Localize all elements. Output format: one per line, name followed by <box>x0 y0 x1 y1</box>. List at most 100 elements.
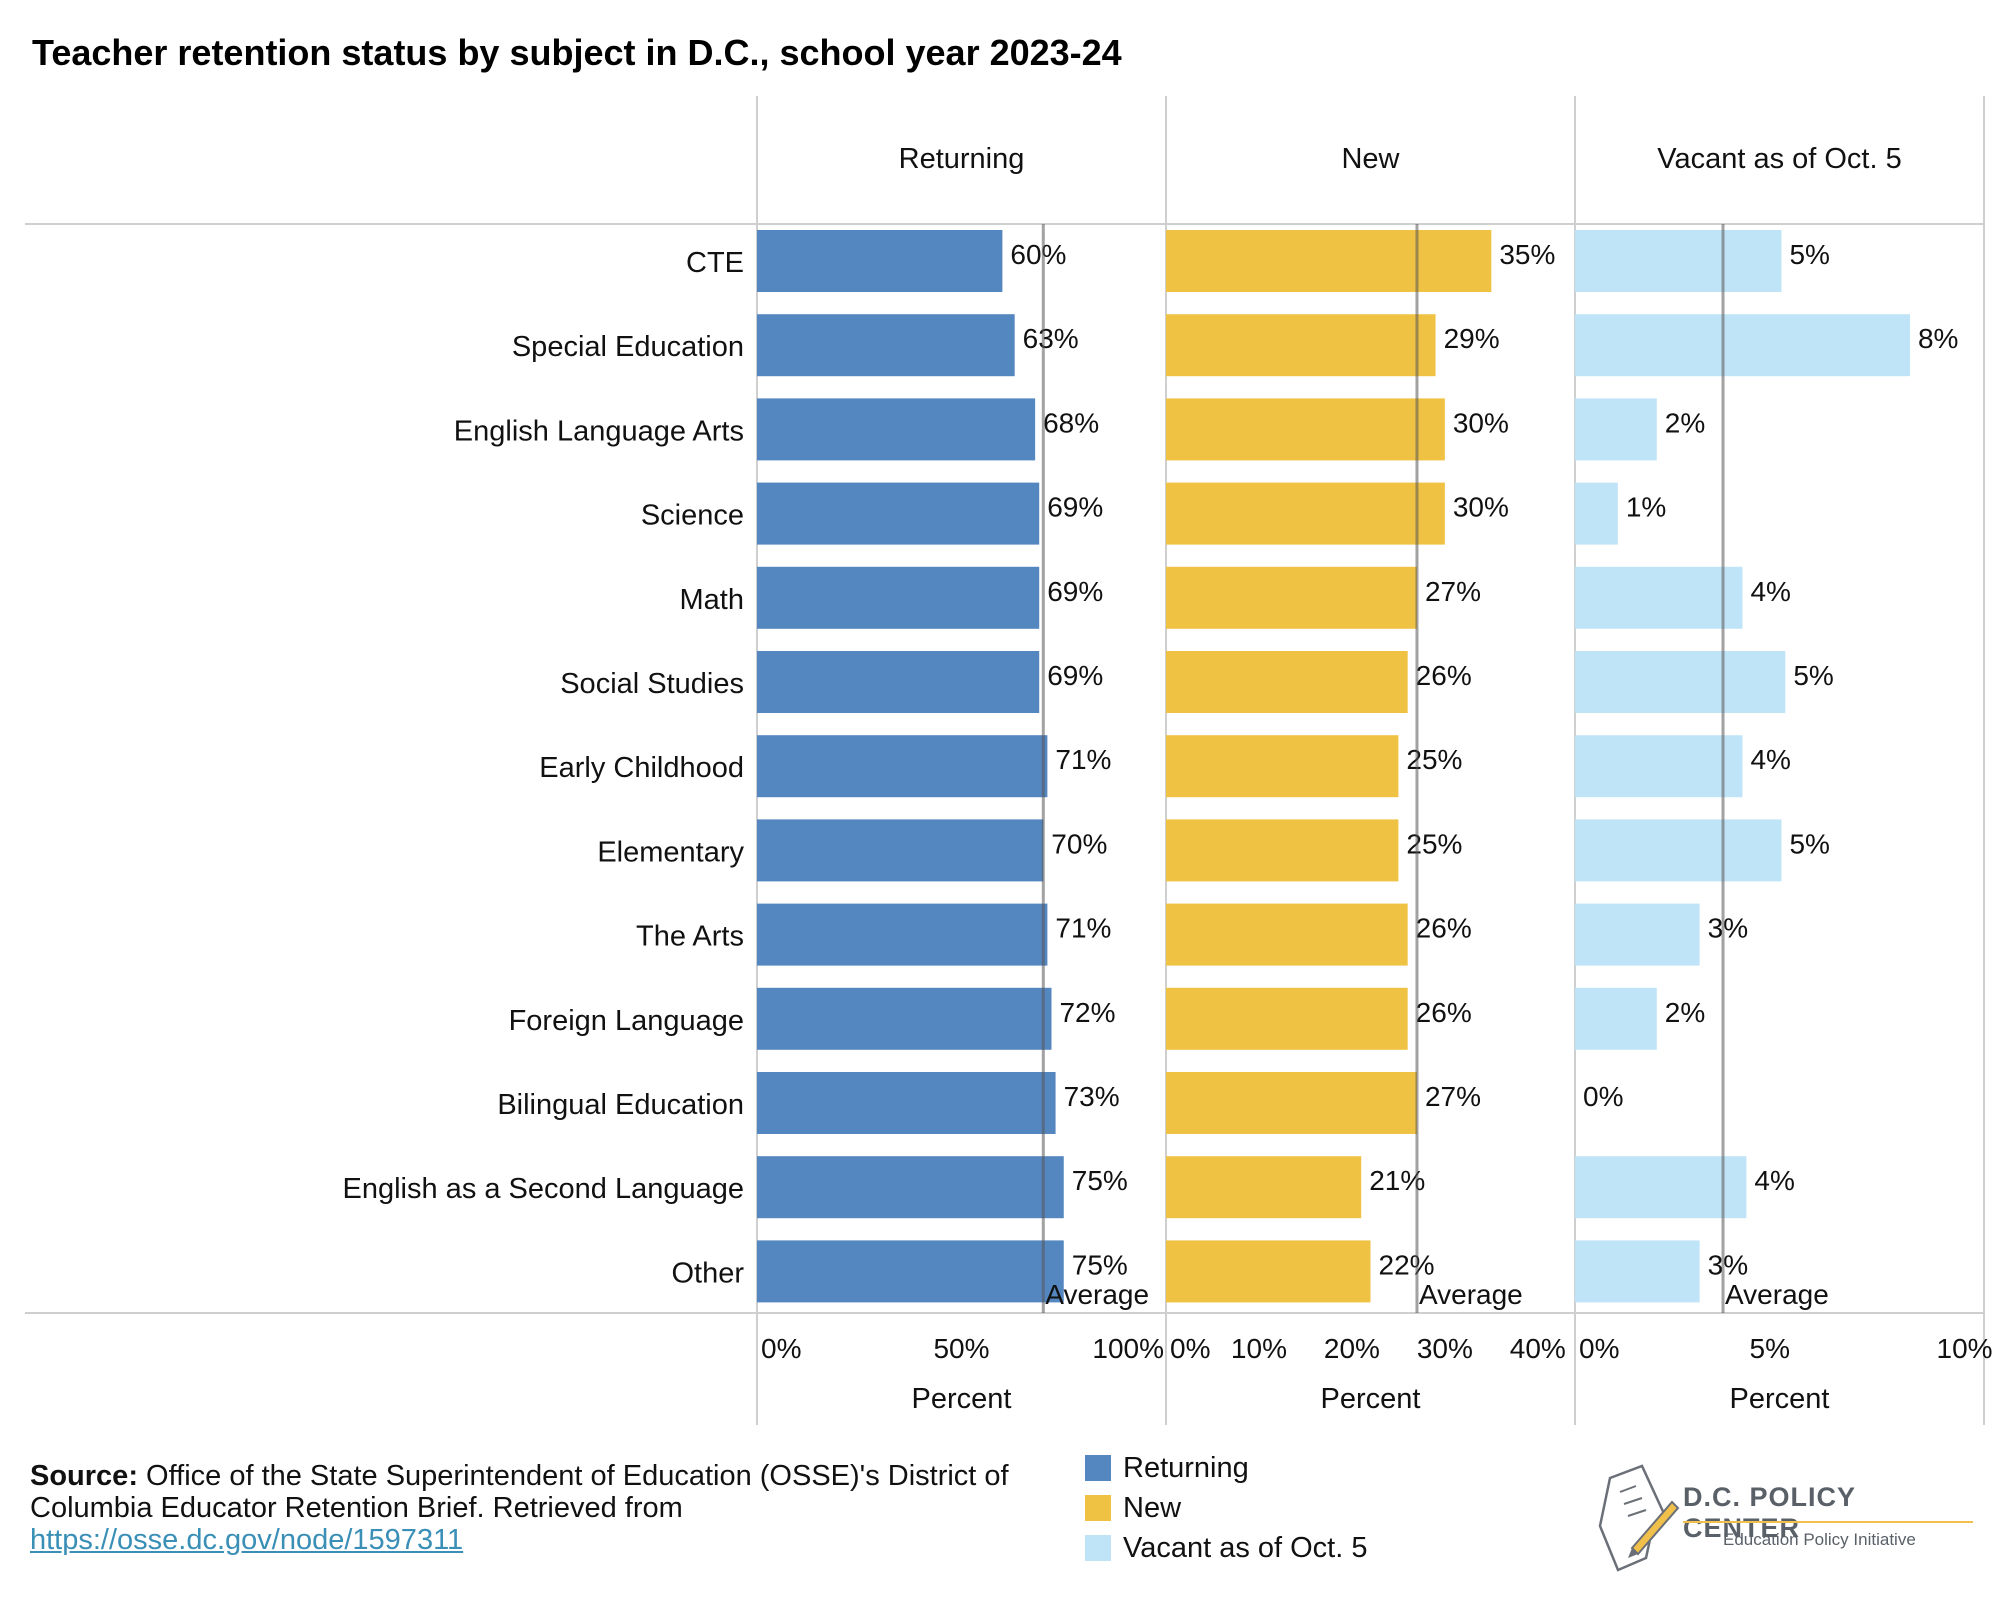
category-labels: CTE Special Education English Language Art… <box>343 247 745 1289</box>
category-label-cte: CTE <box>686 247 744 279</box>
bar-returning-science <box>757 482 1040 545</box>
data-label-returning-bilingual-education: 73% <box>1064 1081 1120 1112</box>
data-label-returning-social-studies: 69% <box>1047 660 1103 691</box>
data-label-returning-english-as-a-second-language: 75% <box>1072 1165 1128 1196</box>
tick-label-new-0: 0% <box>1170 1333 1210 1364</box>
data-label-vacant-as-of-oct-5-social-studies: 5% <box>1793 660 1833 691</box>
legend-label-vacant: Vacant as of Oct. 5 <box>1123 1531 1368 1564</box>
category-label-other: Other <box>671 1257 744 1289</box>
tick-label-returning-1: 50% <box>933 1333 989 1364</box>
data-label-vacant-as-of-oct-5-the-arts: 3% <box>1708 913 1748 944</box>
legend-swatch-new <box>1085 1495 1111 1521</box>
dc-policy-center-logo: D.C. POLICY CENTER Education Policy Init… <box>1580 1458 1980 1578</box>
bar-new-social-studies <box>1166 651 1408 713</box>
data-label-vacant-as-of-oct-5-science: 1% <box>1626 492 1666 523</box>
average-label-vacant-as-of-oct-5: Average <box>1725 1279 1829 1310</box>
bar-vacant-as-of-oct-5-special-education <box>1575 314 1910 377</box>
data-label-vacant-as-of-oct-5-special-education: 8% <box>1918 323 1958 354</box>
logo-subtitle: Education Policy Initiative <box>1723 1530 1916 1549</box>
x-axis-label-vacant-as-of-oct-5: Percent <box>1730 1383 1830 1415</box>
data-label-vacant-as-of-oct-5-bilingual-education: 0% <box>1583 1081 1623 1112</box>
legend-swatch-vacant <box>1085 1535 1111 1561</box>
bar-returning-social-studies <box>757 651 1040 713</box>
legend-item-vacant: Vacant as of Oct. 5 <box>1085 1528 1367 1568</box>
category-label-english-language-arts: English Language Arts <box>454 415 744 447</box>
bar-new-english-language-arts <box>1166 398 1445 461</box>
bar-vacant-as-of-oct-5-foreign-language <box>1575 987 1657 1050</box>
dc-map-pen-icon <box>1598 1464 1680 1572</box>
bar-returning-special-education <box>757 314 1015 377</box>
data-label-new-bilingual-education: 27% <box>1425 1081 1481 1112</box>
x-axis-label-returning: Percent <box>912 1383 1012 1415</box>
data-label-returning-english-language-arts: 68% <box>1043 407 1099 438</box>
bar-returning-elementary <box>757 819 1044 882</box>
legend-label-new: New <box>1123 1491 1182 1524</box>
data-label-returning-other: 75% <box>1072 1249 1128 1280</box>
data-label-returning-special-education: 63% <box>1023 323 1079 354</box>
data-label-returning-foreign-language: 72% <box>1059 997 1115 1028</box>
bar-new-elementary <box>1166 819 1399 882</box>
average-label-new: Average <box>1419 1279 1523 1310</box>
data-label-vacant-as-of-oct-5-elementary: 5% <box>1789 828 1829 859</box>
category-label-science: Science <box>641 500 744 532</box>
legend-label-returning: Returning <box>1123 1451 1249 1484</box>
legend-item-new: New <box>1085 1488 1367 1528</box>
source-link[interactable]: https://osse.dc.gov/node/1597311 <box>30 1524 464 1556</box>
data-label-returning-elementary: 70% <box>1051 828 1107 859</box>
bar-new-foreign-language <box>1166 987 1408 1050</box>
bar-vacant-as-of-oct-5-math <box>1575 566 1743 629</box>
data-label-new-elementary: 25% <box>1406 828 1462 859</box>
category-label-foreign-language: Foreign Language <box>509 1005 744 1037</box>
panel-header-vacant-as-of-oct-5: Vacant as of Oct. 5 <box>1657 143 1901 175</box>
category-label-the-arts: The Arts <box>636 921 744 953</box>
data-label-new-other: 22% <box>1379 1249 1435 1280</box>
bar-new-the-arts <box>1166 903 1408 966</box>
bar-vacant-as-of-oct-5-cte <box>1575 230 1782 292</box>
data-label-new-social-studies: 26% <box>1416 660 1472 691</box>
chart-panels: Returning 60% 63% 68% 69% 69% 69% 71% 70% 71% 72% 7… <box>757 143 1993 1415</box>
panel-new: New35%29%30%30%27%26%25%25%26%26%27%21%2… <box>1166 143 1566 1415</box>
average-label-returning: Average <box>1045 1279 1149 1310</box>
tick-label-vacant-as-of-oct-5-2: 10% <box>1937 1333 1993 1364</box>
bar-returning-english-language-arts <box>757 398 1036 461</box>
data-label-new-english-language-arts: 30% <box>1453 407 1509 438</box>
data-label-vacant-as-of-oct-5-foreign-language: 2% <box>1665 997 1705 1028</box>
category-label-elementary: Elementary <box>597 836 744 868</box>
category-label-early-childhood: Early Childhood <box>539 752 744 784</box>
panel-returning: Returning 60% 63% 68% 69% 69% 69% 71% 70% 71% 72% 7… <box>757 143 1164 1415</box>
bar-new-early-childhood <box>1166 735 1399 798</box>
bar-returning-bilingual-education <box>757 1072 1056 1134</box>
bar-new-english-as-a-second-language <box>1166 1156 1362 1219</box>
source-label: Source: <box>30 1460 138 1492</box>
bar-returning-foreign-language <box>757 987 1052 1050</box>
data-label-returning-cte: 60% <box>1010 239 1066 270</box>
data-label-returning-math: 69% <box>1047 576 1103 607</box>
bar-returning-other <box>757 1240 1064 1303</box>
legend-swatch-returning <box>1085 1455 1111 1481</box>
tick-label-new-4: 40% <box>1510 1333 1566 1364</box>
bar-new-bilingual-education <box>1166 1072 1417 1134</box>
data-label-new-early-childhood: 25% <box>1406 744 1462 775</box>
panel-vacant-as-of-oct-5: Vacant as of Oct. 5 5% 8% 2% 1% 4% 5% 4% 5% 3% 2% 0… <box>1575 143 1993 1415</box>
data-label-vacant-as-of-oct-5-cte: 5% <box>1789 239 1829 270</box>
panel-header-new: New <box>1341 143 1400 175</box>
bar-vacant-as-of-oct-5-other <box>1575 1240 1700 1303</box>
bar-vacant-as-of-oct-5-social-studies <box>1575 651 1786 713</box>
data-label-new-special-education: 29% <box>1444 323 1500 354</box>
bar-new-other <box>1166 1240 1371 1303</box>
data-label-returning-early-childhood: 71% <box>1055 744 1111 775</box>
tick-label-new-1: 10% <box>1231 1333 1287 1364</box>
data-label-vacant-as-of-oct-5-early-childhood: 4% <box>1750 744 1790 775</box>
category-label-english-as-a-second-language: English as a Second Language <box>343 1173 744 1205</box>
bar-vacant-as-of-oct-5-elementary <box>1575 819 1782 882</box>
tick-label-returning-2: 100% <box>1092 1333 1164 1364</box>
data-label-new-cte: 35% <box>1499 239 1555 270</box>
source-text: Office of the State Superintendent of Ed… <box>30 1460 1009 1524</box>
chart-title: Teacher retention status by subject in D… <box>32 32 1122 73</box>
data-label-vacant-as-of-oct-5-english-as-a-second-language: 4% <box>1754 1165 1794 1196</box>
bar-vacant-as-of-oct-5-english-as-a-second-language <box>1575 1156 1747 1219</box>
panel-header-returning: Returning <box>899 143 1025 175</box>
bar-new-special-education <box>1166 314 1436 377</box>
data-label-new-foreign-language: 26% <box>1416 997 1472 1028</box>
data-label-new-math: 27% <box>1425 576 1481 607</box>
